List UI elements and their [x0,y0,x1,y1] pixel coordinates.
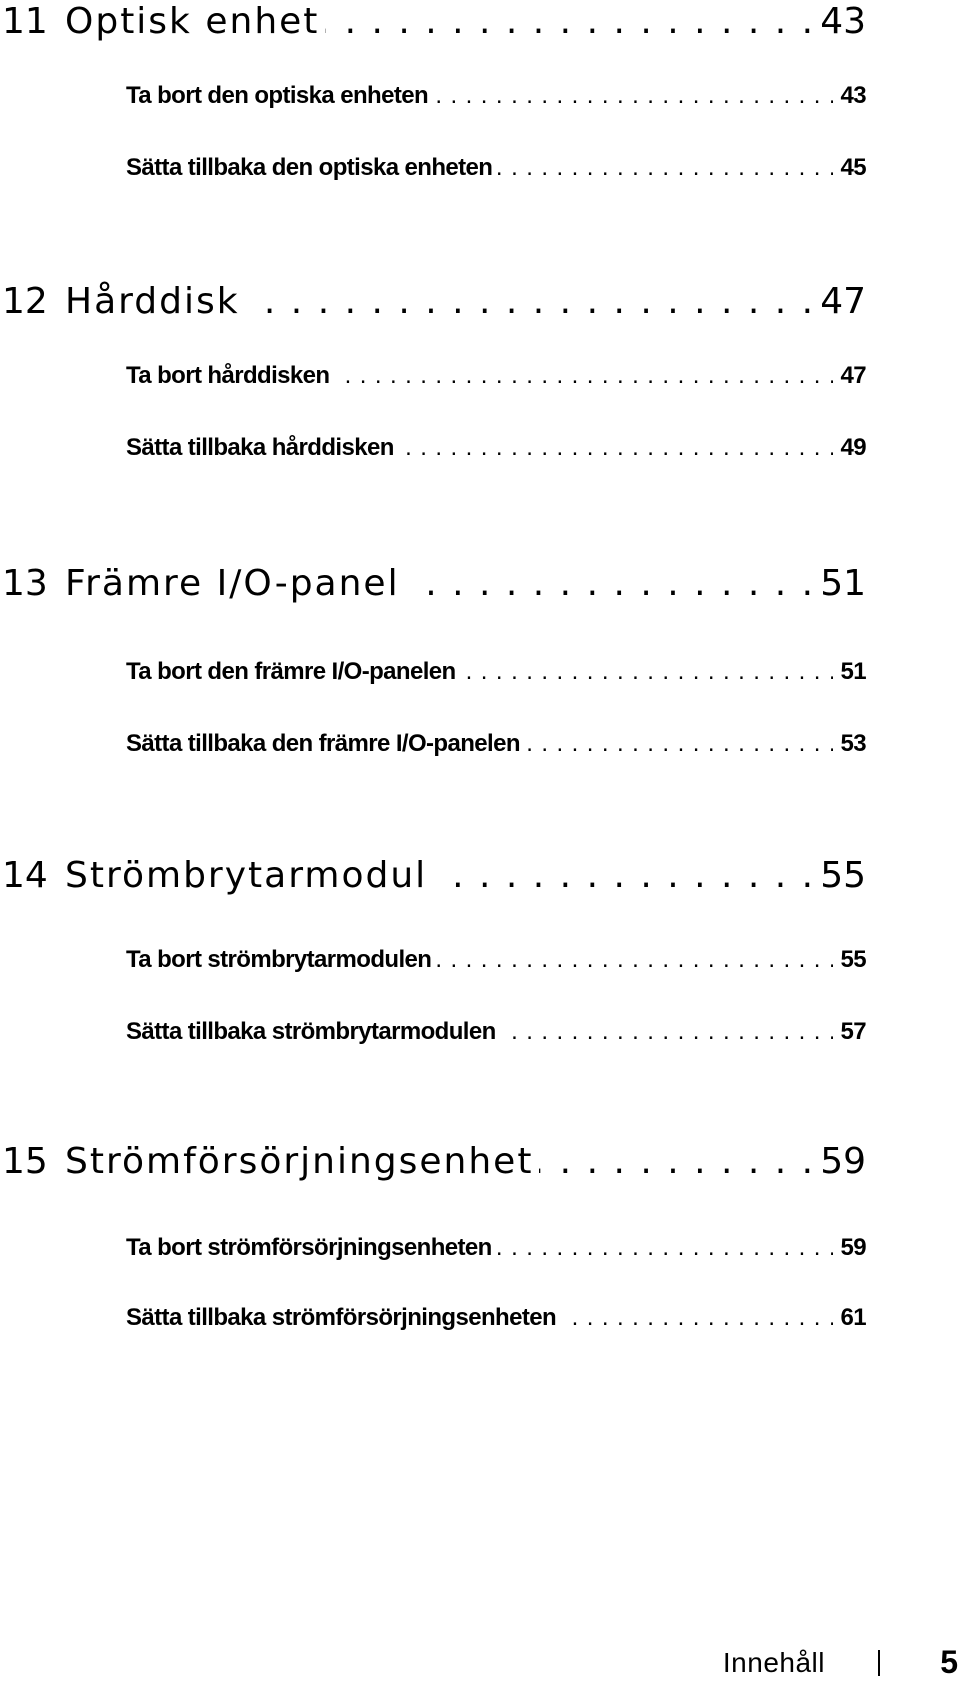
toc-chapter-entry[interactable]: 15 Strömförsörjningsenhet 59 [0,1140,960,1184]
section-title: Sätta tillbaka den optiska enheten [126,152,499,184]
section-page-number: 49 [832,432,867,464]
section-title: Sätta tillbaka strömförsörjningsenheten [126,1302,563,1334]
toc-section-entry[interactable]: Ta bort den främre I/O-panelen 51 [0,656,960,688]
chapter-page-number: 59 [812,1140,866,1184]
chapter-title: Strömförsörjningsenhet [65,1140,540,1184]
chapter-number: 13 [2,563,48,604]
section-title: Ta bort den optiska enheten [126,80,435,112]
footer-section-label: Innehåll [722,1647,825,1678]
chapter-page-number: 55 [812,854,866,898]
section-title: Ta bort strömbrytarmodulen [126,944,438,976]
section-page-number: 47 [832,360,867,392]
section-page-number: 45 [832,152,867,184]
section-page-number: 59 [832,1232,867,1264]
chapter-number: 12 [2,281,48,322]
section-title: Sätta tillbaka hårddisken [126,432,400,464]
section-page-number: 55 [832,944,867,976]
chapter-number: 11 [2,1,48,42]
section-title: Sätta tillbaka den främre I/O-panelen [126,728,526,760]
toc-section-entry[interactable]: Sätta tillbaka den optiska enheten 45 [0,152,960,184]
chapter-title: Strömbrytarmodul [65,854,434,898]
toc-chapter-entry[interactable]: 12 Hårddisk 47 [0,280,960,324]
section-page-number: 53 [832,728,867,760]
chapter-page-number: 43 [812,0,866,44]
section-page-number: 43 [832,80,867,112]
section-page-number: 57 [832,1016,867,1048]
toc-section-entry[interactable]: Sätta tillbaka den främre I/O-panelen 53 [0,728,960,760]
section-page-number: 51 [832,656,867,688]
chapter-number: 14 [2,855,48,896]
section-page-number: 61 [832,1302,867,1334]
chapter-title: Optisk enhet [65,0,326,44]
toc-chapter-entry[interactable]: 14 Strömbrytarmodul 55 [0,854,960,898]
section-title: Ta bort den främre I/O-panelen [126,656,462,688]
chapter-title: Hårddisk [65,280,246,324]
toc-chapter-entry[interactable]: 11 Optisk enhet 43 [0,0,960,44]
toc-section-entry[interactable]: Sätta tillbaka strömförsörjningsenheten … [0,1302,960,1334]
chapter-page-number: 47 [812,280,866,324]
section-title: Sätta tillbaka strömbrytarmodulen [126,1016,502,1048]
chapter-title: Främre I/O-panel [65,562,406,606]
toc-section-entry[interactable]: Sätta tillbaka strömbrytarmodulen 57 [0,1016,960,1048]
toc-section-entry[interactable]: Ta bort strömbrytarmodulen 55 [0,944,960,976]
toc-section-entry[interactable]: Ta bort hårddisken 47 [0,360,960,392]
section-title: Ta bort hårddisken [126,360,336,392]
toc-section-entry[interactable]: Ta bort den optiska enheten 43 [0,80,960,112]
chapter-number: 15 [2,1141,48,1182]
toc-section-entry[interactable]: Ta bort strömförsörjningsenheten 59 [0,1232,960,1264]
footer-page-number: 5 [940,1644,958,1680]
toc-section-entry[interactable]: Sätta tillbaka hårddisken 49 [0,432,960,464]
page-footer: Innehåll 5 [0,1640,960,1680]
section-title: Ta bort strömförsörjningsenheten [126,1232,498,1264]
footer-divider [878,1650,880,1676]
chapter-page-number: 51 [812,562,866,606]
toc-chapter-entry[interactable]: 13 Främre I/O-panel 51 [0,562,960,606]
